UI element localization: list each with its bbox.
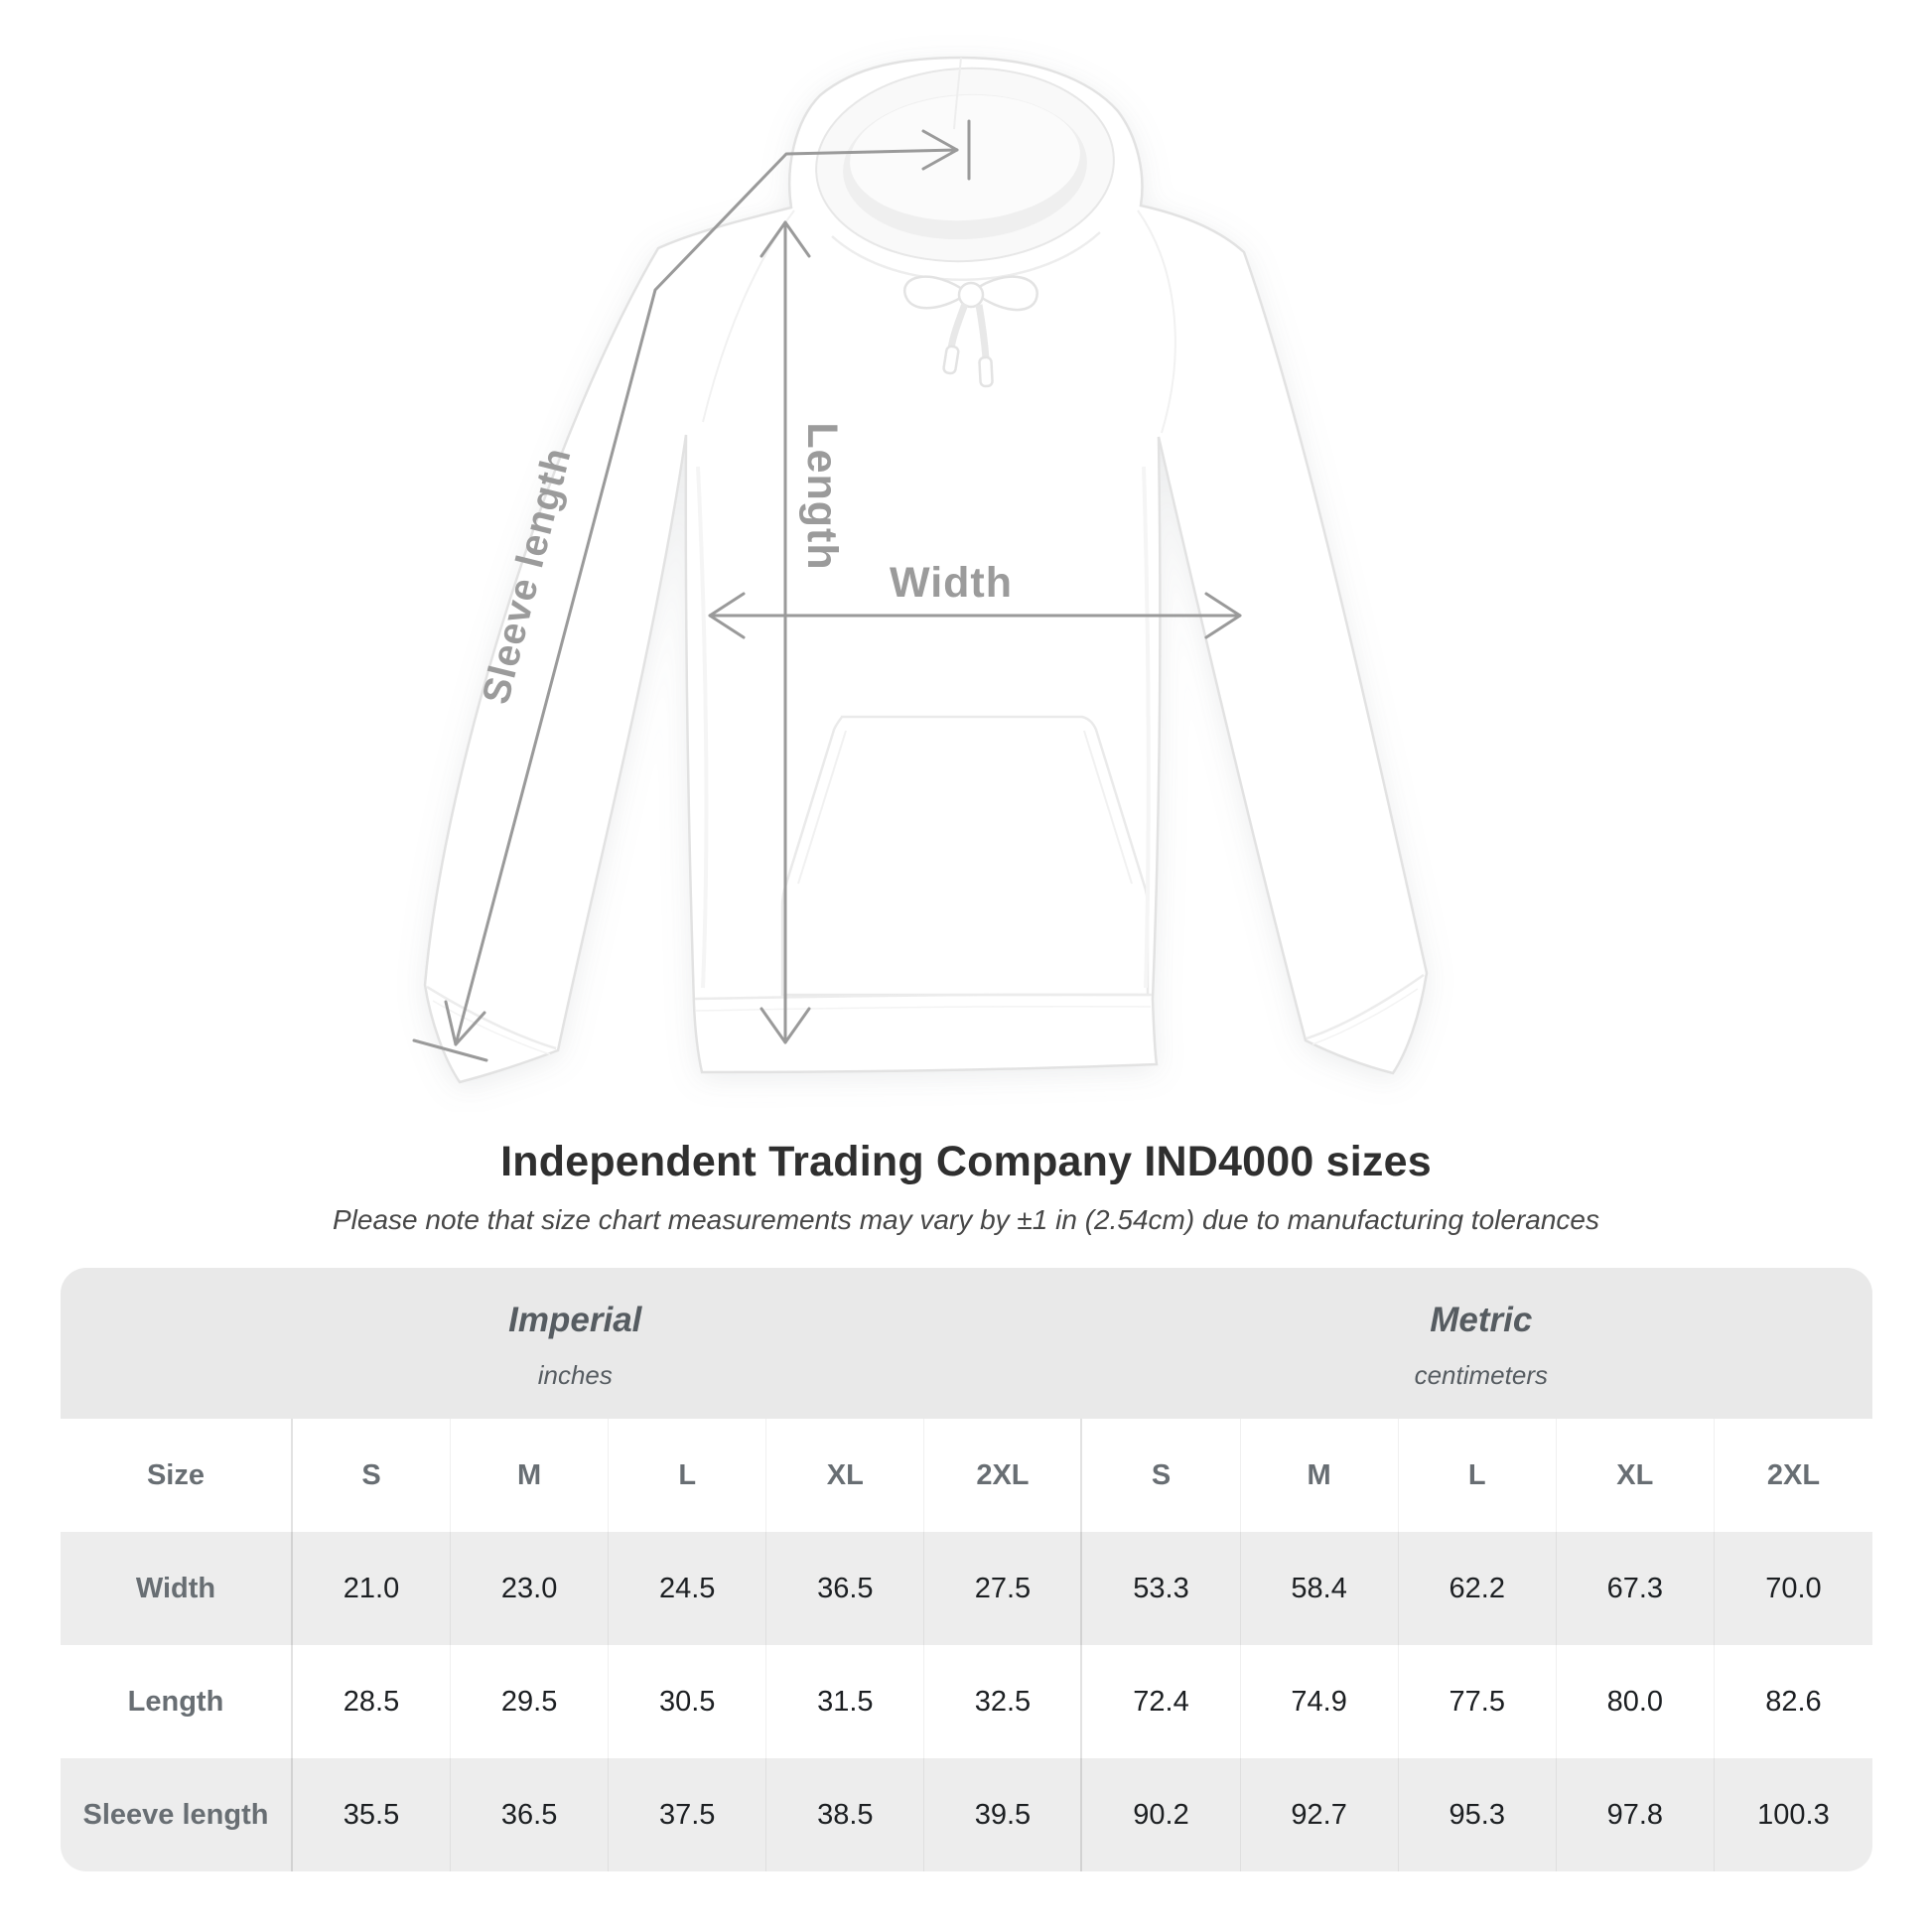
- hoodie-silhouette: [423, 56, 1429, 1084]
- length-metric-xl: 80.0: [1557, 1645, 1715, 1758]
- tolerance-note: Please note that size chart measurements…: [333, 1204, 1599, 1235]
- width-metric-xl: 67.3: [1557, 1532, 1715, 1645]
- row-label-sleeve-length: Sleeve length: [61, 1758, 293, 1871]
- width-metric-2xl: 70.0: [1765, 1572, 1822, 1604]
- sleeve-metric-xl: 97.8: [1557, 1758, 1715, 1871]
- page-title: Independent Trading Company IND4000 size…: [500, 1138, 1432, 1185]
- col-header-imperial-m: M: [451, 1419, 610, 1532]
- length-metric-s: 72.4: [1082, 1645, 1241, 1758]
- hem-seam: [694, 993, 1153, 1001]
- width-metric-l: 62.2: [1399, 1532, 1557, 1645]
- col-header-imperial-s: S: [293, 1419, 452, 1532]
- hood-opening: [815, 57, 1115, 263]
- sleeve-metric-2xl: 100.3: [1757, 1798, 1830, 1831]
- col-header-metric-m: M: [1241, 1419, 1399, 1532]
- size-header-row: Size S M L XL 2XL S M L XL 2XL: [61, 1419, 1872, 1532]
- hoodie-illustration: [423, 56, 1429, 1084]
- width-imperial-2xl: 27.5: [924, 1532, 1083, 1645]
- length-arrow: [759, 220, 811, 1044]
- col-header-imperial-xl: XL: [766, 1419, 925, 1532]
- width-imperial-l: 24.5: [609, 1532, 767, 1645]
- sleeve-metric-m: 92.7: [1241, 1758, 1399, 1871]
- sleeve-length-arrow: [412, 119, 971, 1062]
- kangaroo-pocket: [780, 715, 1150, 997]
- drawstring-bow: [903, 275, 1038, 388]
- row-label-width: Width: [61, 1532, 293, 1645]
- col-header-imperial-l: L: [609, 1419, 767, 1532]
- length-imperial-s: 28.5: [293, 1645, 452, 1758]
- metric-label: Metric: [1430, 1300, 1533, 1339]
- imperial-unit: inches: [537, 1359, 613, 1390]
- left-cuff-seam: [426, 985, 557, 1050]
- width-label: Width: [890, 559, 1013, 607]
- width-imperial-xl: 36.5: [766, 1532, 925, 1645]
- width-arrow: [708, 592, 1242, 639]
- metric-header: Metric centimeters: [1090, 1268, 1872, 1419]
- width-metric-m: 58.4: [1241, 1532, 1399, 1645]
- length-metric-l: 77.5: [1399, 1645, 1557, 1758]
- sleeve-length-row: Sleeve length 35.5 36.5 37.5 38.5 39.5 9…: [61, 1758, 1872, 1871]
- size-corner-header: Size: [61, 1419, 293, 1532]
- neck-seam: [831, 231, 1101, 281]
- length-imperial-xl: 31.5: [766, 1645, 925, 1758]
- imperial-label: Imperial: [508, 1300, 642, 1339]
- width-imperial-s: 21.0: [293, 1532, 452, 1645]
- right-cuff-seam: [1306, 973, 1425, 1040]
- col-header-metric-s: S: [1082, 1419, 1241, 1532]
- length-imperial-2xl: 32.5: [924, 1645, 1083, 1758]
- size-table: Imperial inches Metric centimeters Size …: [61, 1268, 1872, 1871]
- width-row: Width 21.0 23.0 24.5 36.5 27.5 53.3 58.4…: [61, 1532, 1872, 1645]
- imperial-header: Imperial inches: [61, 1268, 1090, 1419]
- row-label-length: Length: [61, 1645, 293, 1758]
- unit-header-band: Imperial inches Metric centimeters: [61, 1268, 1872, 1419]
- col-header-metric-2xl: 2XL: [1766, 1458, 1821, 1491]
- length-label: Length: [798, 422, 846, 570]
- width-imperial-m: 23.0: [451, 1532, 610, 1645]
- length-imperial-m: 29.5: [451, 1645, 610, 1758]
- width-metric-s: 53.3: [1082, 1532, 1241, 1645]
- col-header-metric-l: L: [1399, 1419, 1557, 1532]
- col-header-metric-xl: XL: [1557, 1419, 1715, 1532]
- sleeve-metric-s: 90.2: [1082, 1758, 1241, 1871]
- sleeve-imperial-l: 37.5: [609, 1758, 767, 1871]
- sleeve-imperial-m: 36.5: [451, 1758, 610, 1871]
- hoodie-diagram-svg: Length Width Sleeve length: [412, 56, 1429, 1084]
- length-metric-2xl: 82.6: [1765, 1685, 1822, 1718]
- metric-unit: centimeters: [1414, 1359, 1548, 1390]
- col-header-imperial-2xl: 2XL: [924, 1419, 1083, 1532]
- sleeve-imperial-xl: 38.5: [766, 1758, 925, 1871]
- sleeve-imperial-2xl: 39.5: [924, 1758, 1083, 1871]
- title-block: Independent Trading Company IND4000 size…: [0, 1138, 1932, 1236]
- hoodie-measurement-diagram: Length Width Sleeve length: [412, 56, 1429, 1084]
- length-imperial-l: 30.5: [609, 1645, 767, 1758]
- length-row: Length 28.5 29.5 30.5 31.5 32.5 72.4 74.…: [61, 1645, 1872, 1758]
- length-metric-m: 74.9: [1241, 1645, 1399, 1758]
- sleeve-metric-l: 95.3: [1399, 1758, 1557, 1871]
- sleeve-imperial-s: 35.5: [293, 1758, 452, 1871]
